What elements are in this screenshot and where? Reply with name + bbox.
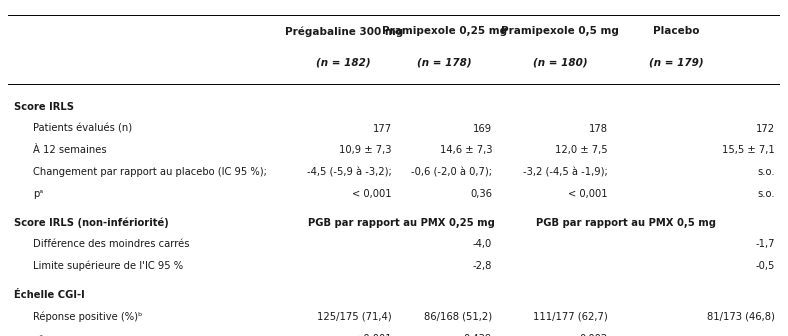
Text: 172: 172: [756, 124, 775, 134]
Text: Différence des moindres carrés: Différence des moindres carrés: [33, 240, 190, 250]
Text: 81/173 (46,8): 81/173 (46,8): [707, 312, 775, 322]
Text: < 0,001: < 0,001: [352, 334, 392, 336]
Text: Pramipexole 0,25 mg: Pramipexole 0,25 mg: [381, 26, 507, 36]
Text: Échelle CGI-I: Échelle CGI-I: [14, 290, 85, 300]
Text: (n = 178): (n = 178): [417, 58, 471, 68]
Text: 0,002: 0,002: [580, 334, 608, 336]
Text: 111/177 (62,7): 111/177 (62,7): [533, 312, 608, 322]
Text: 177: 177: [373, 124, 392, 134]
Text: 14,6 ± 7,3: 14,6 ± 7,3: [440, 145, 492, 155]
Text: pᵃ: pᵃ: [33, 189, 43, 199]
Text: -4,5 (-5,9 à -3,2);: -4,5 (-5,9 à -3,2);: [307, 167, 392, 177]
Text: -0,6 (-2,0 à 0,7);: -0,6 (-2,0 à 0,7);: [411, 167, 492, 177]
Text: pᵃ: pᵃ: [33, 334, 43, 336]
Text: s.o.: s.o.: [757, 167, 775, 177]
Text: PGB par rapport au PMX 0,25 mg: PGB par rapport au PMX 0,25 mg: [308, 218, 495, 228]
Text: À 12 semaines: À 12 semaines: [33, 145, 107, 155]
Text: 10,9 ± 7,3: 10,9 ± 7,3: [339, 145, 392, 155]
Text: -0,5: -0,5: [756, 261, 775, 271]
Text: 125/175 (71,4): 125/175 (71,4): [317, 312, 392, 322]
Text: s.o.: s.o.: [757, 334, 775, 336]
Text: PGB par rapport au PMX 0,5 mg: PGB par rapport au PMX 0,5 mg: [536, 218, 716, 228]
Text: s.o.: s.o.: [757, 189, 775, 199]
Text: 86/168 (51,2): 86/168 (51,2): [424, 312, 492, 322]
Text: Pramipexole 0,5 mg: Pramipexole 0,5 mg: [501, 26, 619, 36]
Text: (n = 182): (n = 182): [317, 58, 371, 68]
Text: Prégabaline 300 mg: Prégabaline 300 mg: [284, 26, 403, 37]
Text: 0,439: 0,439: [464, 334, 492, 336]
Text: Placebo: Placebo: [652, 26, 699, 36]
Text: 12,0 ± 7,5: 12,0 ± 7,5: [556, 145, 608, 155]
Text: 169: 169: [473, 124, 492, 134]
Text: -1,7: -1,7: [755, 240, 775, 250]
Text: < 0,001: < 0,001: [568, 189, 608, 199]
Text: 178: 178: [589, 124, 608, 134]
Text: -2,8: -2,8: [473, 261, 492, 271]
Text: -3,2 (-4,5 à -1,9);: -3,2 (-4,5 à -1,9);: [523, 167, 608, 177]
Text: 0,36: 0,36: [470, 189, 492, 199]
Text: Score IRLS: Score IRLS: [14, 102, 74, 112]
Text: Réponse positive (%)ᵇ: Réponse positive (%)ᵇ: [33, 312, 143, 322]
Text: (n = 179): (n = 179): [649, 58, 703, 68]
Text: Patients évalués (n): Patients évalués (n): [33, 124, 132, 134]
Text: -4,0: -4,0: [473, 240, 492, 250]
Text: < 0,001: < 0,001: [352, 189, 392, 199]
Text: (n = 180): (n = 180): [533, 58, 587, 68]
Text: Limite supérieure de l'IC 95 %: Limite supérieure de l'IC 95 %: [33, 261, 184, 271]
Text: 15,5 ± 7,1: 15,5 ± 7,1: [722, 145, 775, 155]
Text: Changement par rapport au placebo (IC 95 %);: Changement par rapport au placebo (IC 95…: [33, 167, 267, 177]
Text: Score IRLS (non-infériorité): Score IRLS (non-infériorité): [14, 217, 169, 228]
